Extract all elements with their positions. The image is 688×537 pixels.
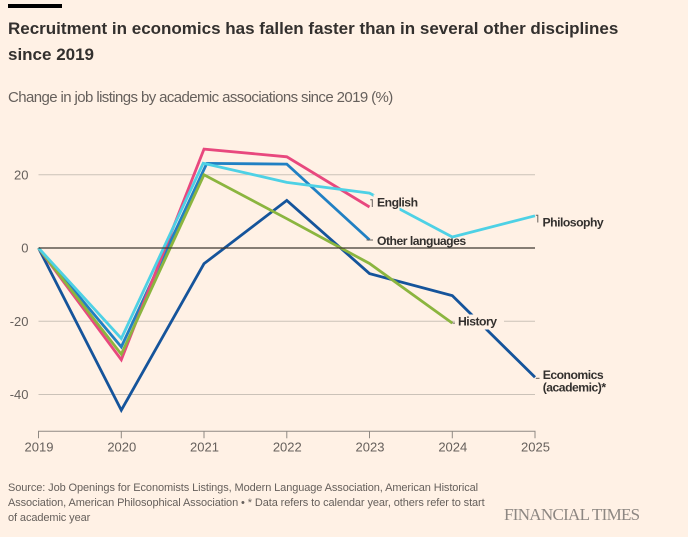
svg-text:20: 20 — [14, 167, 28, 182]
svg-text:Philosophy: Philosophy — [543, 215, 604, 229]
svg-text:2019: 2019 — [25, 439, 54, 454]
svg-text:2023: 2023 — [356, 439, 385, 454]
svg-text:-20: -20 — [10, 314, 29, 329]
svg-text:-40: -40 — [10, 387, 29, 402]
svg-text:2025: 2025 — [521, 439, 550, 454]
svg-text:Economics: Economics — [543, 368, 604, 382]
svg-text:2024: 2024 — [438, 439, 467, 454]
svg-text:English: English — [377, 196, 418, 210]
svg-text:History: History — [458, 315, 497, 329]
svg-text:0: 0 — [21, 241, 28, 256]
svg-text:2022: 2022 — [273, 439, 302, 454]
svg-text:2021: 2021 — [190, 439, 219, 454]
svg-text:2020: 2020 — [107, 439, 136, 454]
svg-text:Other languages: Other languages — [377, 234, 466, 248]
svg-text:(academic)*: (academic)* — [543, 381, 607, 395]
